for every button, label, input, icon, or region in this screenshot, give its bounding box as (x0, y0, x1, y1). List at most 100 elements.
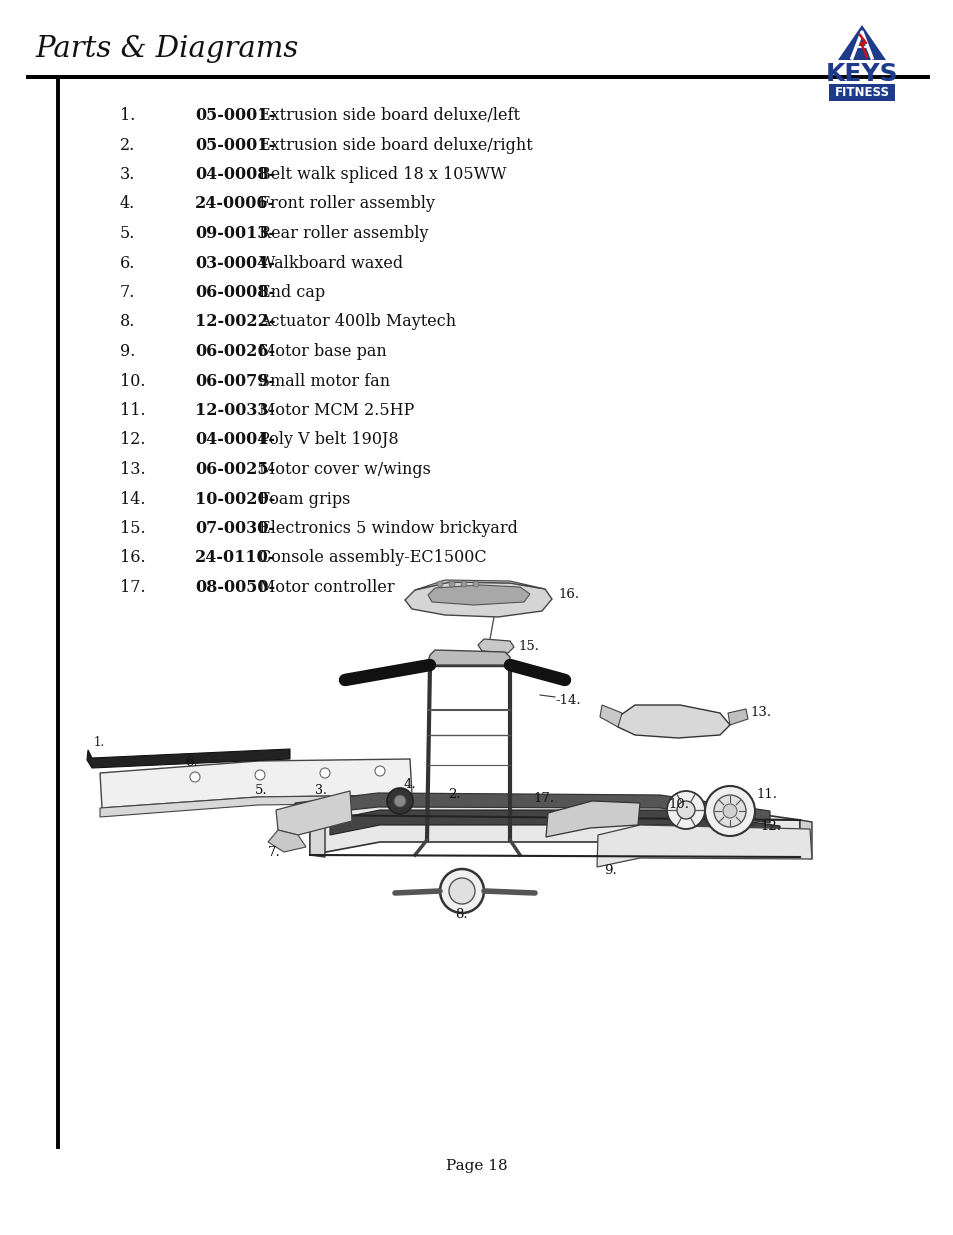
Text: 12-0033-: 12-0033- (194, 403, 274, 419)
Text: 11.: 11. (120, 403, 146, 419)
Text: Parts & Diagrams: Parts & Diagrams (35, 35, 298, 63)
Circle shape (375, 766, 385, 776)
Text: 8.: 8. (455, 909, 467, 921)
Text: 03-0004-: 03-0004- (194, 254, 274, 272)
Text: 12.: 12. (760, 820, 781, 834)
Text: 2.: 2. (120, 137, 135, 153)
Text: Extrusion side board deluxe/right: Extrusion side board deluxe/right (258, 137, 532, 153)
Text: 17.: 17. (120, 579, 146, 597)
Circle shape (319, 768, 330, 778)
Text: 2.: 2. (448, 788, 460, 802)
Circle shape (394, 795, 406, 806)
Circle shape (439, 869, 483, 913)
Text: Walkboard waxed: Walkboard waxed (258, 254, 403, 272)
Circle shape (704, 785, 754, 836)
Text: 4.: 4. (120, 195, 135, 212)
Circle shape (190, 772, 200, 782)
Text: 3.: 3. (120, 165, 135, 183)
Text: 16.: 16. (558, 589, 578, 601)
Text: Motor cover w/wings: Motor cover w/wings (258, 461, 431, 478)
Text: 6.: 6. (120, 254, 135, 272)
Circle shape (713, 795, 745, 827)
Text: 06-0079-: 06-0079- (194, 373, 274, 389)
Polygon shape (87, 748, 290, 768)
Circle shape (666, 790, 704, 829)
Polygon shape (330, 810, 780, 839)
Polygon shape (837, 25, 885, 61)
Text: 06-0025-: 06-0025- (194, 461, 274, 478)
Text: 1.: 1. (94, 736, 105, 748)
Text: 5.: 5. (120, 225, 135, 242)
Circle shape (387, 788, 413, 814)
Text: 04-0008-: 04-0008- (194, 165, 274, 183)
Polygon shape (268, 830, 306, 852)
Text: Motor controller: Motor controller (258, 579, 395, 597)
Text: 05-0001-: 05-0001- (194, 107, 274, 124)
Circle shape (473, 580, 478, 587)
Polygon shape (100, 760, 412, 808)
Circle shape (677, 802, 695, 819)
Text: Motor MCM 2.5HP: Motor MCM 2.5HP (258, 403, 414, 419)
Text: Actuator 400lb Maytech: Actuator 400lb Maytech (258, 314, 456, 331)
Text: 5.: 5. (254, 783, 268, 797)
Polygon shape (405, 582, 552, 618)
Text: Front roller assembly: Front roller assembly (258, 195, 435, 212)
Text: Page 18: Page 18 (446, 1158, 507, 1173)
Polygon shape (599, 705, 621, 727)
Polygon shape (310, 815, 325, 857)
Text: 15.: 15. (517, 641, 538, 653)
Polygon shape (294, 793, 769, 823)
Text: 9.: 9. (120, 343, 135, 359)
Circle shape (449, 580, 455, 587)
Text: Electronics 5 window brickyard: Electronics 5 window brickyard (258, 520, 517, 537)
Text: Foam grips: Foam grips (258, 490, 350, 508)
Text: 8.: 8. (120, 314, 135, 331)
Text: 10-0020-: 10-0020- (194, 490, 275, 508)
Text: 13.: 13. (120, 461, 146, 478)
Text: Extrusion side board deluxe/left: Extrusion side board deluxe/left (258, 107, 519, 124)
Text: 12.: 12. (120, 431, 146, 448)
Text: Motor base pan: Motor base pan (258, 343, 386, 359)
Text: 14.: 14. (120, 490, 146, 508)
Text: Poly V belt 190J8: Poly V belt 190J8 (258, 431, 398, 448)
Text: 10.: 10. (120, 373, 146, 389)
Text: KEYS: KEYS (825, 62, 898, 86)
Circle shape (254, 769, 265, 781)
Text: 07-0030-: 07-0030- (194, 520, 274, 537)
Bar (828, 84, 894, 101)
Text: Rear roller assembly: Rear roller assembly (258, 225, 428, 242)
Text: Console assembly-EC1500C: Console assembly-EC1500C (258, 550, 486, 567)
Text: 04-0004-: 04-0004- (194, 431, 274, 448)
Polygon shape (310, 803, 800, 857)
Text: 13.: 13. (749, 705, 770, 719)
Text: Belt walk spliced 18 x 105WW: Belt walk spliced 18 x 105WW (258, 165, 506, 183)
Text: 15.: 15. (120, 520, 146, 537)
Text: 08-0050-: 08-0050- (194, 579, 274, 597)
Polygon shape (727, 709, 747, 725)
Polygon shape (800, 820, 811, 860)
Polygon shape (597, 825, 811, 867)
Text: 10.: 10. (667, 799, 688, 811)
Text: 06-0008-: 06-0008- (194, 284, 274, 301)
Polygon shape (428, 585, 530, 605)
Text: End cap: End cap (258, 284, 325, 301)
Polygon shape (275, 790, 352, 835)
Text: 6.: 6. (185, 757, 197, 769)
Circle shape (460, 580, 467, 587)
Polygon shape (618, 705, 729, 739)
Polygon shape (427, 650, 510, 664)
Text: 4.: 4. (403, 778, 416, 792)
Text: 3.: 3. (314, 783, 327, 797)
Text: 05-0001-: 05-0001- (194, 137, 274, 153)
Text: 1.: 1. (120, 107, 135, 124)
Text: 06-0026-: 06-0026- (194, 343, 274, 359)
Text: 16.: 16. (120, 550, 146, 567)
Circle shape (436, 580, 442, 587)
Text: 24-0110-: 24-0110- (194, 550, 275, 567)
Text: 11.: 11. (755, 788, 776, 802)
Polygon shape (545, 802, 639, 837)
Polygon shape (415, 580, 544, 590)
Text: 17.: 17. (533, 793, 554, 805)
Polygon shape (477, 638, 514, 653)
Text: 24-0006-: 24-0006- (194, 195, 274, 212)
